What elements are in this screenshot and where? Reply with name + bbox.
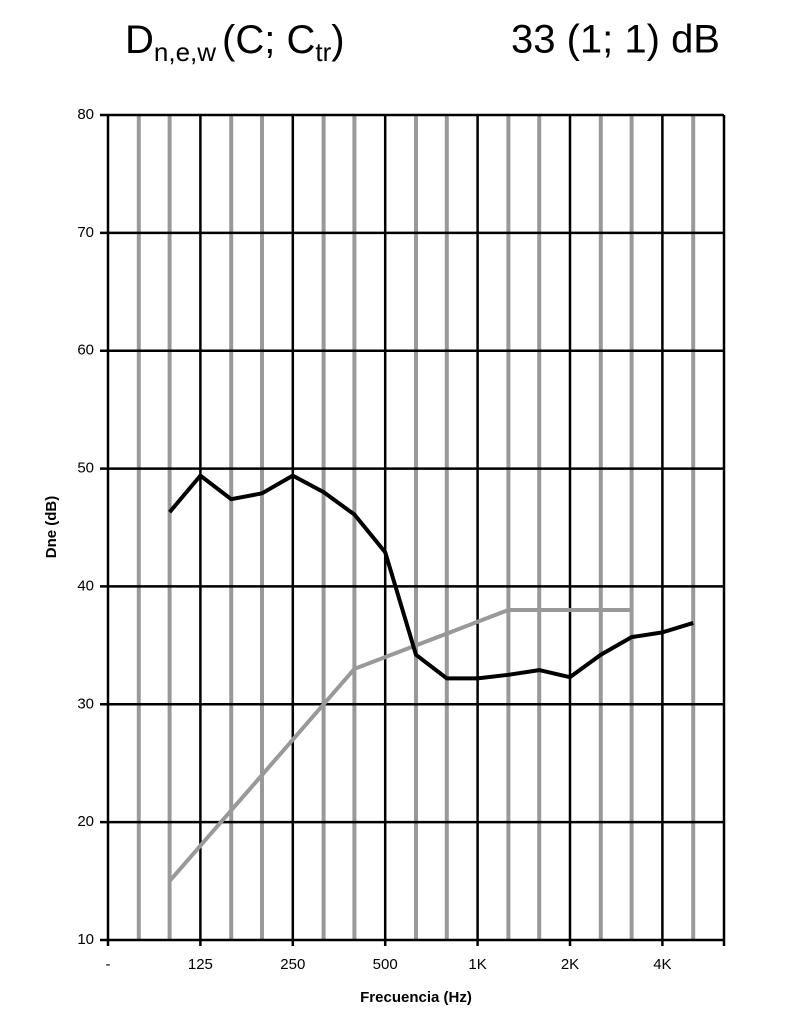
- y-tick-label: 10: [77, 931, 94, 948]
- x-tick-label: 500: [373, 956, 398, 973]
- y-axis-label: Dne (dB): [43, 496, 60, 559]
- data-line: [168, 608, 632, 883]
- x-tick-label: 1K: [468, 956, 486, 973]
- title-end: ): [331, 18, 344, 62]
- x-tick-label: 4K: [653, 956, 671, 973]
- x-axis-label: Frecuencia (Hz): [360, 989, 472, 1006]
- rating-annotation: 33 (1; 1) dB: [511, 18, 720, 62]
- y-tick-label: 40: [77, 577, 94, 594]
- title-middle: (C; C: [222, 18, 315, 62]
- x-tick-label: -: [106, 956, 111, 973]
- x-tick-label: 2K: [561, 956, 579, 973]
- chart-title: Dn,e,w (C; Ctr): [125, 18, 345, 67]
- y-tick-label: 60: [77, 342, 94, 359]
- title-subscript: n,e,w: [154, 37, 216, 67]
- data-line: [168, 473, 694, 681]
- y-tick-label: 80: [77, 106, 94, 123]
- x-tick-label: 250: [280, 956, 305, 973]
- x-tick-label: 125: [188, 956, 213, 973]
- title-subscript: tr: [315, 37, 331, 67]
- y-tick-label: 50: [77, 460, 94, 477]
- y-tick-label: 30: [77, 695, 94, 712]
- y-tick-label: 20: [77, 813, 94, 830]
- title-symbol: D: [125, 18, 154, 62]
- y-tick-label: 70: [77, 224, 94, 241]
